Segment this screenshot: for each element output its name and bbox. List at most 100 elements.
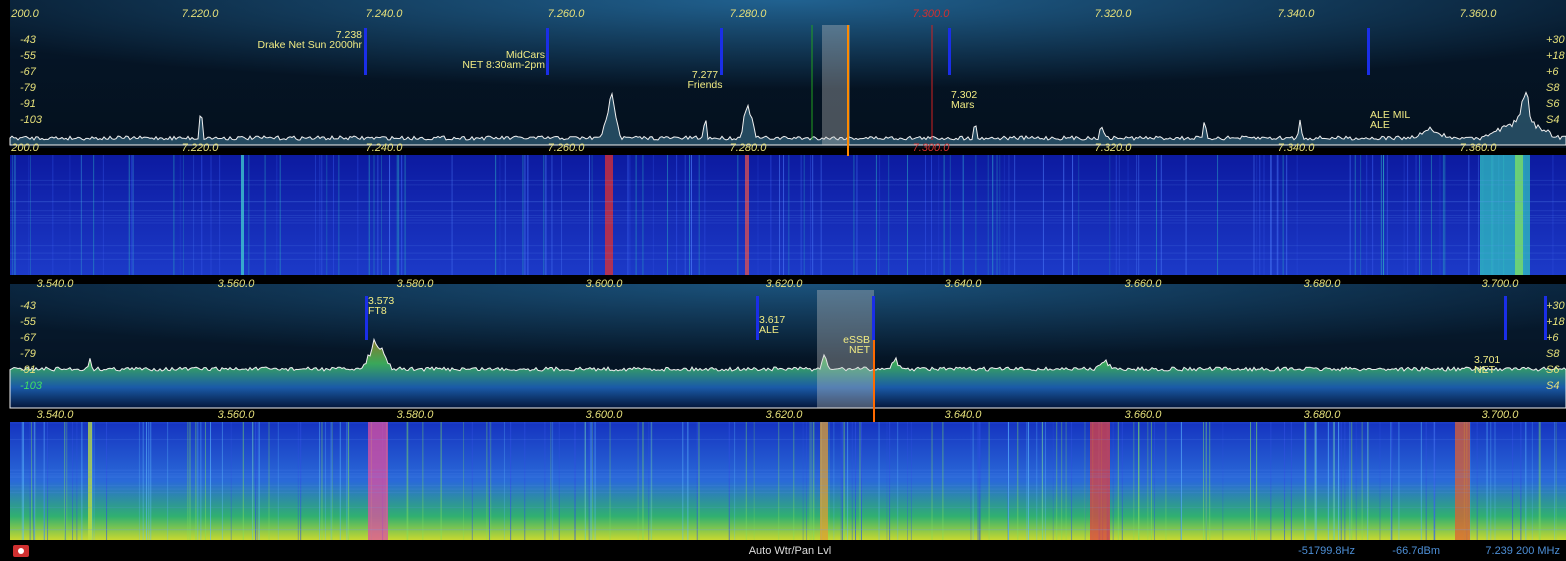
dbm-label: -91 (20, 364, 36, 376)
spot-marker[interactable] (948, 28, 951, 75)
waterfall-streak (690, 155, 692, 275)
waterfall-streak (682, 422, 684, 540)
waterfall-streak (676, 155, 678, 275)
waterfall-streak (200, 155, 202, 275)
status-offset: -51799.8Hz (1298, 545, 1355, 557)
waterfall-streak (1209, 422, 1211, 540)
waterfall-streak (1263, 155, 1265, 275)
waterfall-streak (897, 422, 899, 540)
frequency-label: 7.220.0 (182, 142, 220, 154)
spot-marker[interactable] (365, 296, 368, 340)
waterfall-streak (527, 155, 529, 275)
waterfall-streak (629, 155, 631, 275)
waterfall-streak (524, 155, 526, 275)
waterfall-row (10, 476, 1566, 478)
waterfall-streak (803, 155, 805, 275)
waterfall-streak (970, 422, 972, 540)
spot-marker[interactable] (872, 296, 875, 340)
waterfall-streak (252, 422, 254, 540)
spectrum-trace-2 (9, 337, 1566, 409)
waterfall-streak (1349, 155, 1351, 275)
waterfall-streak (889, 422, 891, 540)
waterfall-streak (1371, 155, 1373, 275)
panadapter-1-glow (10, 0, 1566, 148)
waterfall-streak (1205, 422, 1207, 540)
waterfall-streak (1539, 422, 1541, 540)
waterfall-streak (591, 422, 593, 540)
waterfall-row (10, 214, 1566, 216)
waterfall-streak (988, 422, 990, 540)
waterfall-streak (1379, 422, 1381, 540)
waterfall-streak (167, 422, 169, 540)
waterfall-streak (1078, 155, 1080, 275)
waterfall-streak (1290, 422, 1292, 540)
waterfall-row (10, 252, 1566, 254)
spot-marker[interactable] (364, 28, 367, 75)
spot-marker[interactable] (1504, 296, 1507, 340)
screenshot-icon (18, 548, 24, 554)
waterfall-streak (552, 422, 554, 540)
status-mode[interactable]: Auto Wtr/Pan Lvl (749, 545, 832, 557)
frequency-label: 3.640.0 (945, 278, 983, 290)
frequency-label: 7.320.0 (1095, 142, 1133, 154)
waterfall-streak (64, 422, 66, 540)
waterfall-streak (22, 422, 24, 540)
waterfall-streak (1256, 155, 1258, 275)
waterfall-streak (451, 155, 453, 275)
waterfall-streak (1420, 155, 1422, 275)
filter-passband-1[interactable] (822, 25, 850, 145)
waterfall-streak (142, 422, 144, 540)
spot-marker[interactable] (546, 28, 549, 75)
waterfall-streak (404, 155, 406, 275)
waterfall-streak (550, 422, 552, 540)
waterfall-streak (504, 155, 506, 275)
waterfall-streak (1386, 155, 1388, 275)
s-meter-label: S8 (1546, 82, 1560, 94)
waterfall-streak (833, 422, 835, 540)
waterfall-streak (1270, 155, 1272, 275)
waterfall-streak (1538, 422, 1540, 540)
waterfall-streak (1315, 422, 1317, 540)
waterfall-streak (276, 155, 278, 275)
waterfall-streak (1531, 422, 1533, 540)
waterfall-streak (650, 422, 652, 540)
spot-marker[interactable] (720, 28, 723, 75)
waterfall-streak (1390, 422, 1392, 540)
waterfall-streak (1439, 155, 1441, 275)
waterfall-streak (499, 155, 501, 275)
waterfall-streak (1056, 422, 1058, 540)
status-bar (0, 541, 1566, 561)
waterfall-streak (1008, 422, 1010, 540)
waterfall-streak (1084, 422, 1086, 540)
waterfall-streak (1042, 422, 1044, 540)
spot-marker[interactable] (1367, 28, 1370, 75)
s-meter-label: +6 (1546, 66, 1559, 78)
waterfall-streak (1444, 155, 1446, 275)
frequency-label: 7.300.0 (913, 142, 951, 154)
s-meter-label: +30 (1546, 300, 1566, 312)
waterfall-streak (1121, 422, 1123, 540)
frequency-label: 3.580.0 (397, 278, 435, 290)
waterfall-streak (847, 422, 849, 540)
waterfall-streak (66, 422, 68, 540)
s-meter-label: +30 (1546, 34, 1566, 46)
waterfall-streak (187, 422, 189, 540)
waterfall-streak (689, 155, 691, 275)
waterfall-streak (43, 422, 45, 540)
waterfall-streak (179, 155, 181, 275)
filter-passband-2[interactable] (817, 290, 874, 408)
waterfall-streak (195, 422, 197, 540)
waterfall-streak (368, 155, 370, 275)
waterfall-streak (802, 422, 804, 540)
waterfall-streak (1270, 422, 1272, 540)
spot-marker[interactable] (756, 296, 759, 340)
waterfall-streak (704, 155, 706, 275)
waterfall-streak (440, 422, 442, 540)
waterfall-streak (1552, 155, 1554, 275)
waterfall-streak (43, 422, 45, 540)
waterfall-streak (52, 155, 54, 275)
waterfall-row (10, 258, 1566, 260)
waterfall-streak (931, 155, 933, 275)
waterfall-streak (1525, 422, 1527, 540)
status-frequency: 7.239 200 MHz (1485, 545, 1560, 557)
